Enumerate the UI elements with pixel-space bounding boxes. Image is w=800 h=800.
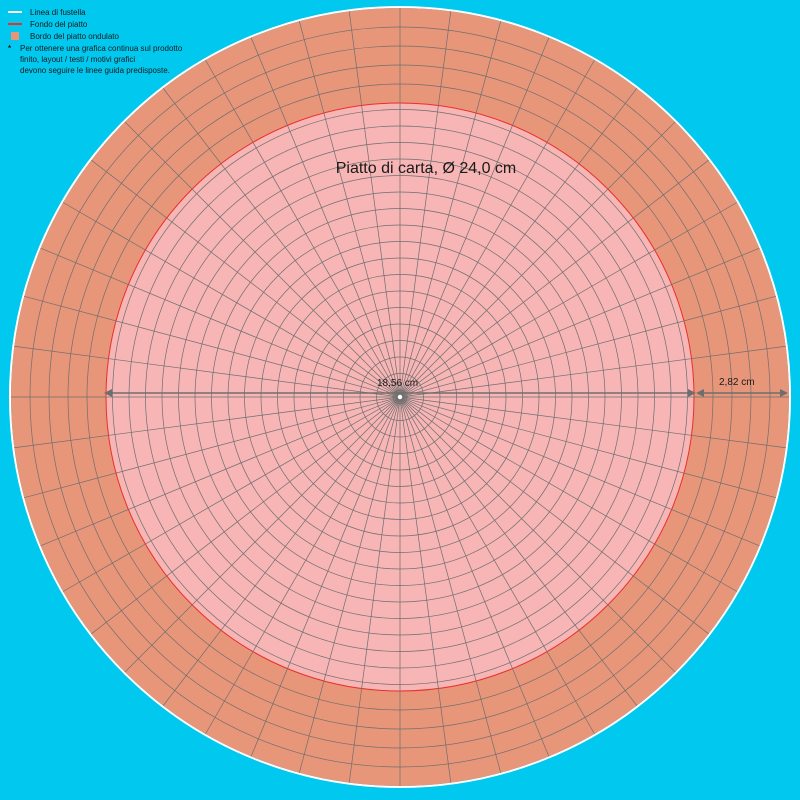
guide-spoke bbox=[402, 202, 738, 396]
guide-spoke bbox=[401, 398, 676, 673]
guide-spoke bbox=[348, 11, 400, 395]
guide-spoke bbox=[205, 399, 399, 735]
guide-spoke bbox=[401, 59, 595, 395]
guide-spoke bbox=[162, 399, 399, 706]
guide-spoke bbox=[402, 397, 760, 547]
guide-spoke bbox=[402, 398, 738, 592]
guide-spoke bbox=[162, 88, 399, 395]
legend-label: Fondo del piatto bbox=[30, 19, 88, 29]
guide-spoke bbox=[401, 88, 638, 395]
plate-title: Piatto di carta, Ø 24,0 cm bbox=[335, 160, 517, 177]
guide-spoke bbox=[402, 397, 786, 449]
legend-note: * Per ottenere una grafica continua sul … bbox=[8, 43, 182, 76]
guide-spoke bbox=[400, 399, 502, 773]
guide-spoke bbox=[62, 398, 398, 592]
guide-spoke bbox=[24, 295, 398, 397]
guide-spoke bbox=[402, 247, 760, 397]
guide-spokes bbox=[11, 8, 789, 786]
guide-spoke bbox=[402, 295, 776, 397]
guide-spoke bbox=[40, 397, 398, 547]
legend-item-plate-bottom: Fondo del piatto bbox=[8, 18, 182, 30]
rim-width-arrow-right bbox=[780, 389, 788, 397]
guide-spoke bbox=[400, 399, 550, 757]
guide-spoke bbox=[91, 159, 398, 396]
note-line: devono seguire le linee guida predispost… bbox=[20, 66, 170, 75]
guide-spoke bbox=[298, 399, 400, 773]
guide-spoke bbox=[401, 399, 595, 735]
rim-width-label: 2,82 cm bbox=[719, 377, 755, 388]
guide-spoke bbox=[205, 59, 399, 395]
inner-diameter-label: 18,56 cm bbox=[377, 378, 419, 389]
plate-bottom-swatch bbox=[8, 23, 22, 25]
guide-spoke bbox=[250, 399, 400, 757]
guide-spoke bbox=[400, 37, 550, 395]
guide-spoke bbox=[348, 399, 400, 783]
guide-spoke bbox=[402, 398, 709, 635]
legend-label: Bordo del piatto ondulato bbox=[30, 31, 119, 41]
legend-item-cut-line: Linea di fustella bbox=[8, 6, 182, 18]
guide-spoke bbox=[14, 345, 398, 397]
note-line: Per ottenere una grafica continua sul pr… bbox=[20, 44, 183, 53]
guide-spoke bbox=[402, 345, 786, 397]
rim-width-arrow-left bbox=[696, 389, 704, 397]
guide-spoke bbox=[402, 397, 776, 499]
guide-spoke bbox=[402, 159, 709, 396]
cut-line-swatch bbox=[8, 11, 22, 13]
guide-spoke bbox=[400, 399, 452, 783]
guide-spoke bbox=[124, 121, 399, 396]
note-marker: * bbox=[8, 44, 12, 53]
guide-spoke bbox=[400, 21, 502, 395]
note-line: finito, layout / testi / motivi grafici bbox=[20, 55, 136, 64]
legend: Linea di fustella Fondo del piatto Bordo… bbox=[8, 6, 182, 76]
center-point bbox=[396, 393, 404, 401]
inner-diameter-arrow-right bbox=[688, 389, 696, 397]
dimension-lines bbox=[104, 389, 788, 397]
guide-spoke bbox=[24, 397, 398, 499]
guide-spoke bbox=[40, 247, 398, 397]
guide-spoke bbox=[400, 11, 452, 395]
guide-spoke bbox=[14, 397, 398, 449]
inner-diameter-arrow-left bbox=[104, 389, 112, 397]
guide-spoke bbox=[298, 21, 400, 395]
guide-spoke bbox=[91, 398, 398, 635]
die-cut-line bbox=[9, 6, 791, 788]
wavy-rim-swatch bbox=[11, 32, 19, 40]
guide-spoke bbox=[401, 121, 676, 396]
guide-spoke bbox=[250, 37, 400, 395]
legend-item-wavy-rim: Bordo del piatto ondulato bbox=[8, 30, 182, 42]
guide-spoke bbox=[62, 202, 398, 396]
guide-spoke bbox=[401, 399, 638, 706]
guide-spoke bbox=[124, 398, 399, 673]
legend-label: Linea di fustella bbox=[30, 7, 86, 17]
